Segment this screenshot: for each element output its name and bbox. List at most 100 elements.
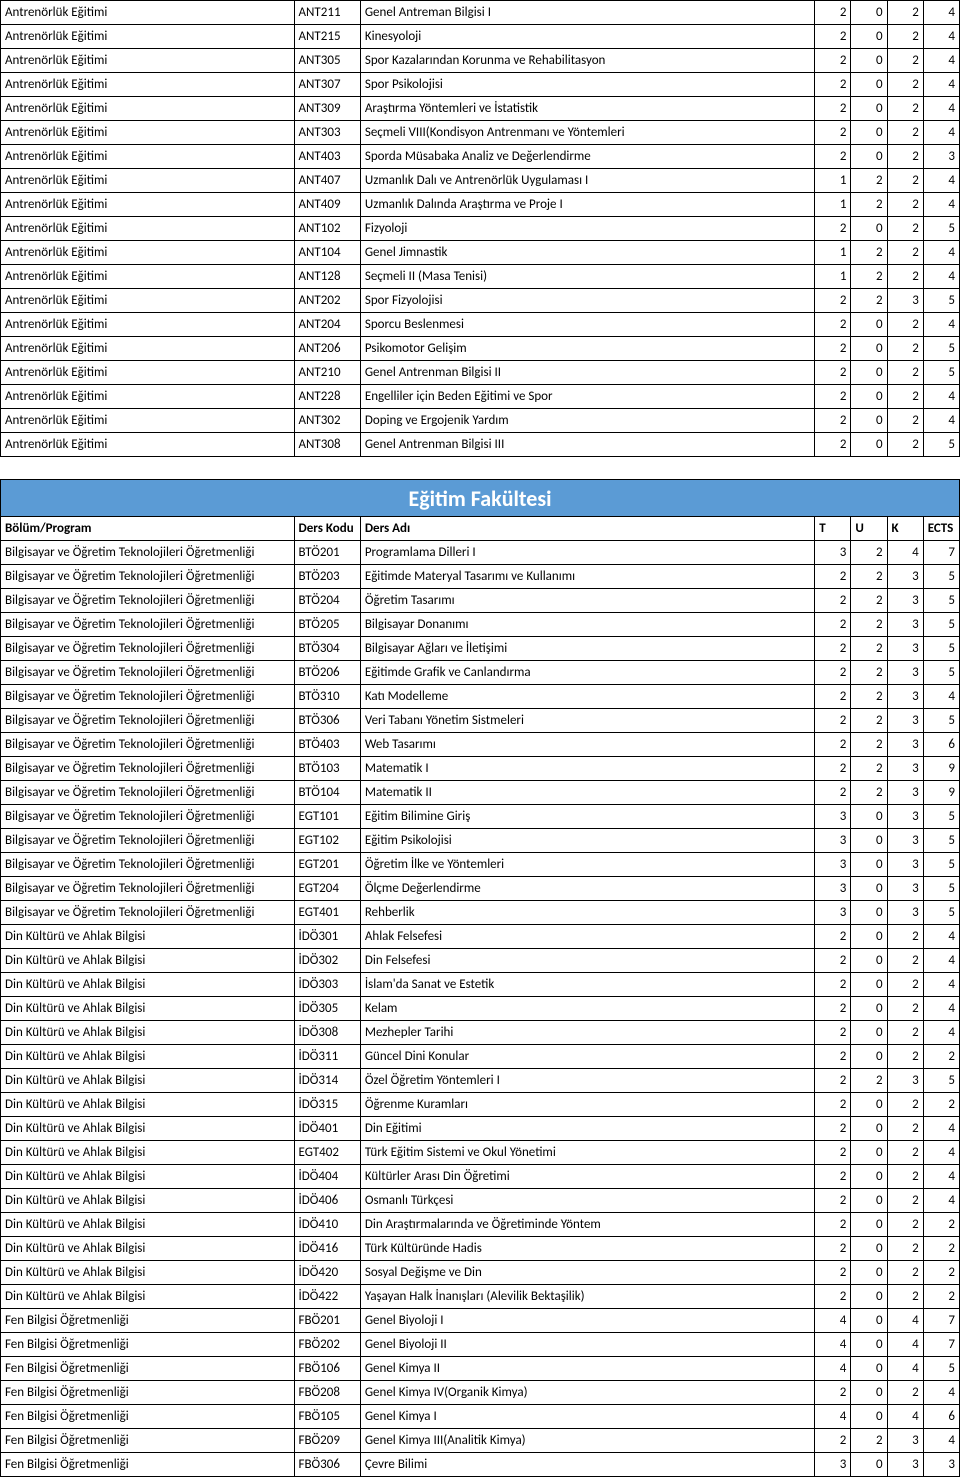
table-row: Din Kültürü ve Ahlak BilgisiİDÖ315Öğrenm… <box>1 1093 960 1117</box>
table-row: Antrenörlük EğitimiANT407Uzmanlık Dalı v… <box>1 169 960 193</box>
cell-num: 2 <box>815 781 851 805</box>
cell-code: İDÖ416 <box>294 1237 360 1261</box>
col-code: Ders Kodu <box>294 517 360 541</box>
table-row: Bilgisayar ve Öğretim Teknolojileri Öğre… <box>1 709 960 733</box>
cell-num: 0 <box>851 409 887 433</box>
cell-program: Antrenörlük Eğitimi <box>1 1 295 25</box>
cell-code: BTÖ304 <box>294 637 360 661</box>
cell-num: 4 <box>923 313 959 337</box>
cell-num: 0 <box>851 949 887 973</box>
cell-program: Bilgisayar ve Öğretim Teknolojileri Öğre… <box>1 541 295 565</box>
cell-code: FBÖ105 <box>294 1405 360 1429</box>
table-row: Antrenörlük EğitimiANT211Genel Antreman … <box>1 1 960 25</box>
table-row: Antrenörlük EğitimiANT305Spor Kazalarınd… <box>1 49 960 73</box>
cell-num: 2 <box>887 169 923 193</box>
cell-num: 3 <box>887 685 923 709</box>
cell-num: 2 <box>923 1237 959 1261</box>
cell-num: 0 <box>851 829 887 853</box>
cell-num: 0 <box>851 805 887 829</box>
table-row: Antrenörlük EğitimiANT308Genel Antrenman… <box>1 433 960 457</box>
cell-name: Genel Biyoloji I <box>360 1309 814 1333</box>
cell-num: 2 <box>887 313 923 337</box>
cell-code: FBÖ202 <box>294 1333 360 1357</box>
cell-num: 2 <box>815 409 851 433</box>
cell-code: İDÖ311 <box>294 1045 360 1069</box>
cell-code: İDÖ305 <box>294 997 360 1021</box>
cell-num: 3 <box>887 877 923 901</box>
cell-num: 0 <box>851 1309 887 1333</box>
table-row: Din Kültürü ve Ahlak BilgisiİDÖ404Kültür… <box>1 1165 960 1189</box>
cell-num: 5 <box>923 877 959 901</box>
cell-num: 3 <box>815 1453 851 1477</box>
cell-num: 2 <box>815 1069 851 1093</box>
cell-num: 3 <box>815 901 851 925</box>
cell-num: 2 <box>887 337 923 361</box>
cell-num: 5 <box>923 289 959 313</box>
cell-name: Bilgisayar Donanımı <box>360 613 814 637</box>
cell-code: FBÖ306 <box>294 1453 360 1477</box>
cell-num: 5 <box>923 901 959 925</box>
cell-code: FBÖ208 <box>294 1381 360 1405</box>
cell-name: Bilgisayar Ağları ve İletişimi <box>360 637 814 661</box>
cell-name: Kinesyoloji <box>360 25 814 49</box>
cell-num: 0 <box>851 73 887 97</box>
cell-name: Türk Eğitim Sistemi ve Okul Yönetimi <box>360 1141 814 1165</box>
cell-num: 4 <box>923 49 959 73</box>
cell-num: 2 <box>851 589 887 613</box>
cell-program: Din Kültürü ve Ahlak Bilgisi <box>1 1261 295 1285</box>
table-row: Antrenörlük EğitimiANT228Engelliler için… <box>1 385 960 409</box>
cell-num: 2 <box>851 709 887 733</box>
cell-num: 1 <box>815 265 851 289</box>
cell-code: İDÖ410 <box>294 1213 360 1237</box>
cell-num: 2 <box>887 265 923 289</box>
cell-num: 2 <box>887 25 923 49</box>
cell-num: 5 <box>923 661 959 685</box>
cell-code: ANT211 <box>294 1 360 25</box>
cell-num: 0 <box>851 1453 887 1477</box>
cell-num: 3 <box>887 901 923 925</box>
cell-num: 0 <box>851 217 887 241</box>
cell-num: 2 <box>815 1213 851 1237</box>
cell-code: ANT202 <box>294 289 360 313</box>
cell-num: 2 <box>887 925 923 949</box>
table-row: Antrenörlük EğitimiANT206Psikomotor Geli… <box>1 337 960 361</box>
cell-name: Türk Kültüründe Hadis <box>360 1237 814 1261</box>
table-row: Fen Bilgisi ÖğretmenliğiFBÖ201Genel Biyo… <box>1 1309 960 1333</box>
cell-num: 0 <box>851 925 887 949</box>
cell-name: Din Felsefesi <box>360 949 814 973</box>
cell-num: 3 <box>887 853 923 877</box>
cell-program: Din Kültürü ve Ahlak Bilgisi <box>1 1021 295 1045</box>
cell-program: Fen Bilgisi Öğretmenliği <box>1 1453 295 1477</box>
cell-num: 2 <box>887 949 923 973</box>
cell-num: 2 <box>815 217 851 241</box>
cell-num: 4 <box>923 73 959 97</box>
cell-num: 2 <box>923 1045 959 1069</box>
cell-code: FBÖ209 <box>294 1429 360 1453</box>
cell-name: Kelam <box>360 997 814 1021</box>
table-row: Antrenörlük EğitimiANT128Seçmeli II (Mas… <box>1 265 960 289</box>
table-row: Din Kültürü ve Ahlak BilgisiİDÖ308Mezhep… <box>1 1021 960 1045</box>
cell-num: 0 <box>851 1405 887 1429</box>
cell-code: BTÖ306 <box>294 709 360 733</box>
cell-code: EGT401 <box>294 901 360 925</box>
cell-num: 5 <box>923 217 959 241</box>
cell-program: Bilgisayar ve Öğretim Teknolojileri Öğre… <box>1 661 295 685</box>
table-row: Din Kültürü ve Ahlak BilgisiEGT402Türk E… <box>1 1141 960 1165</box>
section-title-row: Eğitim Fakültesi <box>1 480 960 517</box>
cell-num: 2 <box>815 1045 851 1069</box>
cell-num: 2 <box>815 1 851 25</box>
cell-program: Bilgisayar ve Öğretim Teknolojileri Öğre… <box>1 757 295 781</box>
cell-num: 1 <box>815 241 851 265</box>
cell-num: 4 <box>815 1333 851 1357</box>
cell-code: BTÖ104 <box>294 781 360 805</box>
cell-num: 2 <box>815 313 851 337</box>
cell-code: ANT305 <box>294 49 360 73</box>
table-row: Bilgisayar ve Öğretim Teknolojileri Öğre… <box>1 829 960 853</box>
col-t: T <box>815 517 851 541</box>
cell-num: 2 <box>815 1141 851 1165</box>
cell-num: 5 <box>923 589 959 613</box>
cell-num: 4 <box>923 1141 959 1165</box>
cell-num: 2 <box>815 1261 851 1285</box>
cell-num: 2 <box>887 361 923 385</box>
cell-num: 4 <box>923 241 959 265</box>
